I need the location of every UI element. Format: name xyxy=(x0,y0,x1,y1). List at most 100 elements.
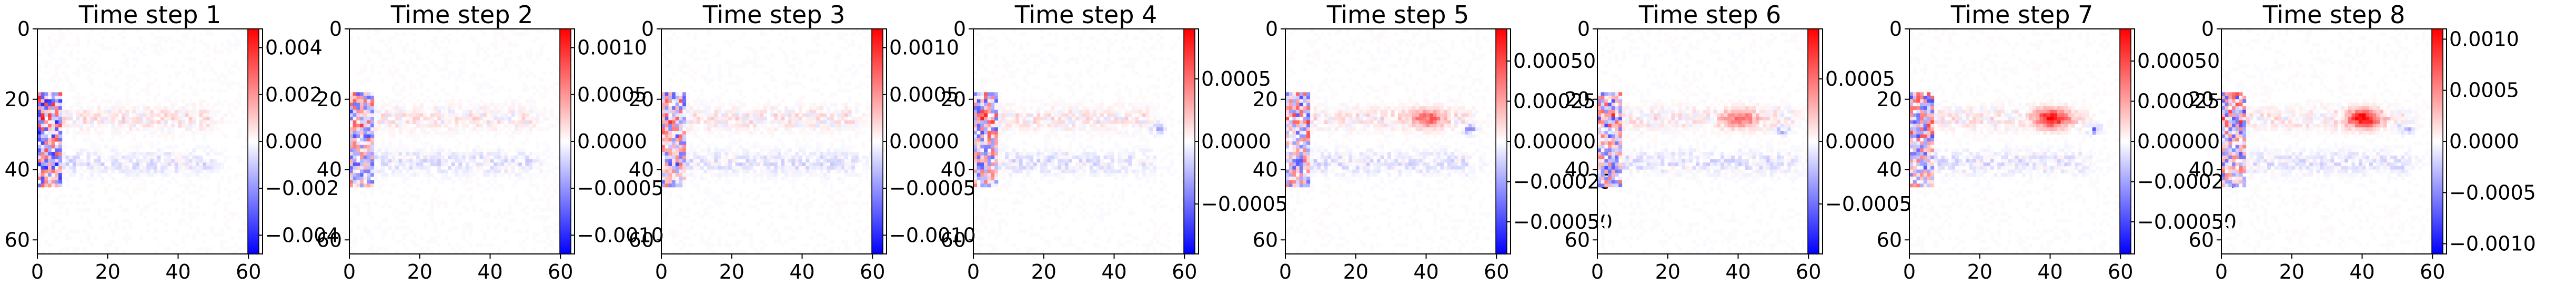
heatmap-cell xyxy=(363,120,367,124)
heatmap-cell xyxy=(742,32,746,36)
heatmap-cell xyxy=(206,113,210,117)
heatmap-cell xyxy=(802,162,806,167)
heatmap-cell xyxy=(157,92,161,96)
heatmap-cell xyxy=(367,74,371,79)
heatmap-cell xyxy=(819,106,824,110)
heatmap-cell xyxy=(182,113,186,117)
heatmap-cell xyxy=(731,187,736,191)
heatmap-cell xyxy=(550,152,554,156)
heatmap-cell xyxy=(819,145,824,149)
heatmap-cell xyxy=(529,71,533,75)
heatmap-cell xyxy=(774,148,778,152)
heatmap-cell xyxy=(448,243,452,248)
heatmap-cell xyxy=(806,50,810,54)
heatmap-cell xyxy=(160,36,165,40)
heatmap-cell xyxy=(76,120,80,124)
heatmap-cell xyxy=(696,134,700,138)
heatmap-cell xyxy=(395,173,399,177)
heatmap-cell xyxy=(529,162,533,167)
heatmap-cell xyxy=(427,247,431,251)
heatmap-cell xyxy=(97,43,101,47)
heatmap-cell xyxy=(437,124,441,128)
heatmap-cell xyxy=(37,106,42,110)
heatmap-cell xyxy=(777,46,781,50)
heatmap-cell xyxy=(809,155,813,159)
heatmap-cell xyxy=(827,127,831,131)
heatmap-cell xyxy=(143,166,147,170)
heatmap-cell xyxy=(507,159,512,163)
heatmap-cell xyxy=(224,159,228,163)
heatmap-cell xyxy=(668,141,672,146)
heatmap-cell xyxy=(700,74,704,79)
heatmap-cell xyxy=(409,130,413,135)
heatmap-cell xyxy=(816,211,820,216)
heatmap-cell xyxy=(476,53,480,57)
heatmap-cell xyxy=(104,120,108,124)
heatmap-cell xyxy=(788,173,792,177)
heatmap-cell xyxy=(851,71,856,75)
heatmap-cell xyxy=(791,159,796,163)
heatmap-cell xyxy=(742,155,746,159)
heatmap-cell xyxy=(353,141,357,146)
heatmap-cell xyxy=(661,229,666,233)
heatmap-cell xyxy=(777,159,781,163)
heatmap-cell xyxy=(398,219,402,223)
heatmap-cell xyxy=(539,127,544,131)
heatmap-cell xyxy=(51,103,55,107)
heatmap-cell xyxy=(718,162,722,167)
heatmap-cell xyxy=(784,173,789,177)
heatmap-cell xyxy=(41,88,45,93)
heatmap-cell xyxy=(79,194,84,198)
heatmap-cell xyxy=(430,134,434,138)
heatmap-cell xyxy=(795,117,799,121)
heatmap-cell xyxy=(696,155,700,159)
heatmap-cell xyxy=(41,103,45,107)
heatmap-cell xyxy=(788,180,792,184)
heatmap-cell xyxy=(760,120,764,124)
heatmap-cell xyxy=(707,159,711,163)
heatmap-cell xyxy=(728,134,732,138)
heatmap-cell xyxy=(44,130,48,135)
heatmap-cell xyxy=(167,155,172,159)
heatmap-cell xyxy=(192,36,196,40)
heatmap-cell xyxy=(245,134,249,138)
heatmap-cell xyxy=(707,194,711,198)
heatmap-cell xyxy=(412,39,417,44)
heatmap-cell xyxy=(668,155,672,159)
heatmap-cell xyxy=(844,152,848,156)
heatmap-cell xyxy=(689,152,693,156)
heatmap-cell xyxy=(458,247,462,251)
heatmap-cell xyxy=(143,106,147,110)
heatmap-cell xyxy=(402,60,406,65)
heatmap-cell xyxy=(536,29,540,33)
heatmap-cell xyxy=(795,155,799,159)
heatmap-cell xyxy=(167,81,172,86)
heatmap-cell xyxy=(869,36,873,40)
heatmap-cell xyxy=(150,67,154,72)
heatmap-cell xyxy=(823,180,827,184)
heatmap-cell xyxy=(118,124,122,128)
heatmap-cell xyxy=(160,173,165,177)
heatmap-cell xyxy=(182,134,186,138)
heatmap-cell xyxy=(90,166,94,170)
heatmap-cell xyxy=(125,166,129,170)
heatmap-cell xyxy=(83,247,87,251)
heatmap-cell xyxy=(230,211,235,216)
heatmap-cell xyxy=(774,85,778,89)
heatmap-cell xyxy=(115,88,119,93)
heatmap-cell xyxy=(174,180,178,184)
heatmap-cell xyxy=(86,232,90,237)
heatmap-cell xyxy=(100,113,105,117)
heatmap-cell xyxy=(111,138,115,142)
heatmap-cell xyxy=(164,134,168,138)
heatmap-cell xyxy=(494,236,498,240)
heatmap-cell xyxy=(139,236,144,240)
heatmap-cell xyxy=(171,113,175,117)
heatmap-cell xyxy=(104,243,108,248)
heatmap-cell xyxy=(199,187,203,191)
heatmap-cell xyxy=(388,39,392,44)
heatmap-cell xyxy=(440,53,445,57)
heatmap-cell xyxy=(367,169,371,173)
heatmap-cell xyxy=(707,169,711,173)
heatmap-cell xyxy=(367,208,371,212)
